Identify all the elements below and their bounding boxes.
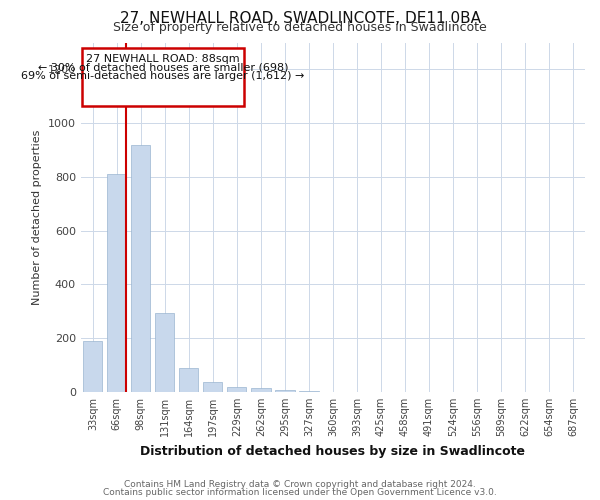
Text: 69% of semi-detached houses are larger (1,612) →: 69% of semi-detached houses are larger (… <box>22 71 305 81</box>
Text: 27, NEWHALL ROAD, SWADLINCOTE, DE11 0BA: 27, NEWHALL ROAD, SWADLINCOTE, DE11 0BA <box>119 11 481 26</box>
Bar <box>299 391 319 392</box>
Bar <box>131 144 151 392</box>
Bar <box>275 390 295 392</box>
FancyBboxPatch shape <box>82 48 244 106</box>
Text: Size of property relative to detached houses in Swadlincote: Size of property relative to detached ho… <box>113 22 487 35</box>
Text: ← 30% of detached houses are smaller (698): ← 30% of detached houses are smaller (69… <box>38 62 289 72</box>
Bar <box>179 368 199 392</box>
Bar <box>107 174 127 392</box>
Text: 27 NEWHALL ROAD: 88sqm: 27 NEWHALL ROAD: 88sqm <box>86 54 240 64</box>
Bar <box>155 312 175 392</box>
Bar <box>203 382 223 392</box>
Bar <box>83 341 103 392</box>
Bar <box>251 388 271 392</box>
Bar <box>227 386 247 392</box>
X-axis label: Distribution of detached houses by size in Swadlincote: Distribution of detached houses by size … <box>140 444 526 458</box>
Text: Contains HM Land Registry data © Crown copyright and database right 2024.: Contains HM Land Registry data © Crown c… <box>124 480 476 489</box>
Y-axis label: Number of detached properties: Number of detached properties <box>32 130 43 305</box>
Text: Contains public sector information licensed under the Open Government Licence v3: Contains public sector information licen… <box>103 488 497 497</box>
